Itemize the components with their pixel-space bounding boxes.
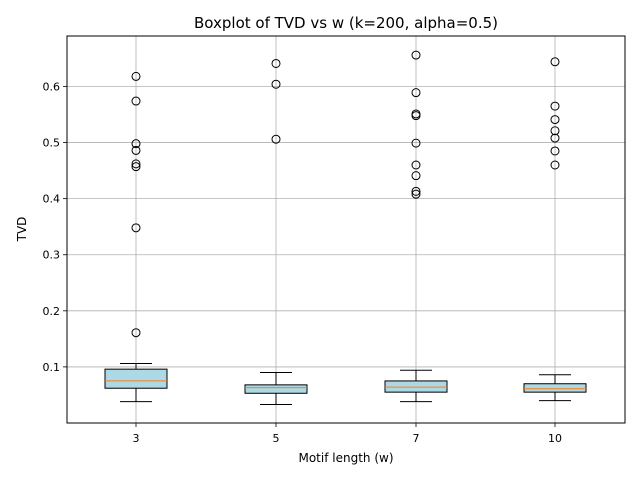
outlier-point [131, 71, 141, 81]
y-tick-label: 0.6 [43, 80, 61, 93]
outlier-point [131, 159, 141, 169]
outlier-point [131, 223, 141, 233]
x-axis-label: Motif length (w) [298, 451, 393, 465]
outlier-point [131, 96, 141, 106]
outlier-point [411, 88, 421, 98]
outlier-point [271, 58, 281, 68]
outlier-point [131, 162, 141, 172]
grid-lines [67, 36, 625, 423]
chart-title: Boxplot of TVD vs w (k=200, alpha=0.5) [194, 14, 498, 32]
outlier-point [550, 101, 560, 111]
box-7 [384, 369, 448, 403]
y-tick-label: 0.1 [43, 361, 61, 374]
y-tick-label: 0.5 [43, 137, 61, 150]
outlier-point [131, 328, 141, 338]
plot-frame [66, 35, 626, 424]
box-3 [104, 363, 168, 403]
outlier-point [411, 186, 421, 196]
outlier-point [550, 126, 560, 136]
box-10 [523, 374, 587, 402]
outlier-point [550, 146, 560, 156]
y-tick-label: 0.4 [43, 193, 61, 206]
x-tick-label: 10 [548, 432, 562, 445]
x-axis-ticks: 3 5 7 10 [133, 423, 562, 445]
outlier-point [550, 133, 560, 143]
box-5 [244, 372, 308, 405]
y-axis-label: TVD [15, 217, 29, 243]
outlier-point [550, 160, 560, 170]
outlier-point [131, 145, 141, 155]
outlier-point [550, 115, 560, 125]
outlier-point [131, 139, 141, 149]
iqr-box [523, 383, 587, 393]
x-tick-label: 7 [413, 432, 420, 445]
iqr-box [244, 384, 308, 394]
iqr-box [104, 368, 168, 389]
outlier-point [411, 189, 421, 199]
outlier-point [411, 138, 421, 148]
y-axis-ticks: 0.1 0.2 0.3 0.4 0.5 0.6 [43, 80, 67, 374]
outlier-point [271, 134, 281, 144]
x-tick-label: 3 [133, 432, 140, 445]
outlier-point [411, 50, 421, 60]
outlier-point [411, 171, 421, 181]
outlier-point [411, 160, 421, 170]
y-tick-label: 0.3 [43, 249, 61, 262]
outlier-points [131, 50, 560, 338]
y-tick-label: 0.2 [43, 305, 61, 318]
iqr-box [384, 380, 448, 393]
outlier-point [550, 57, 560, 67]
outlier-point [411, 111, 421, 121]
box-series [104, 363, 587, 405]
x-tick-label: 5 [273, 432, 280, 445]
outlier-point [271, 79, 281, 89]
